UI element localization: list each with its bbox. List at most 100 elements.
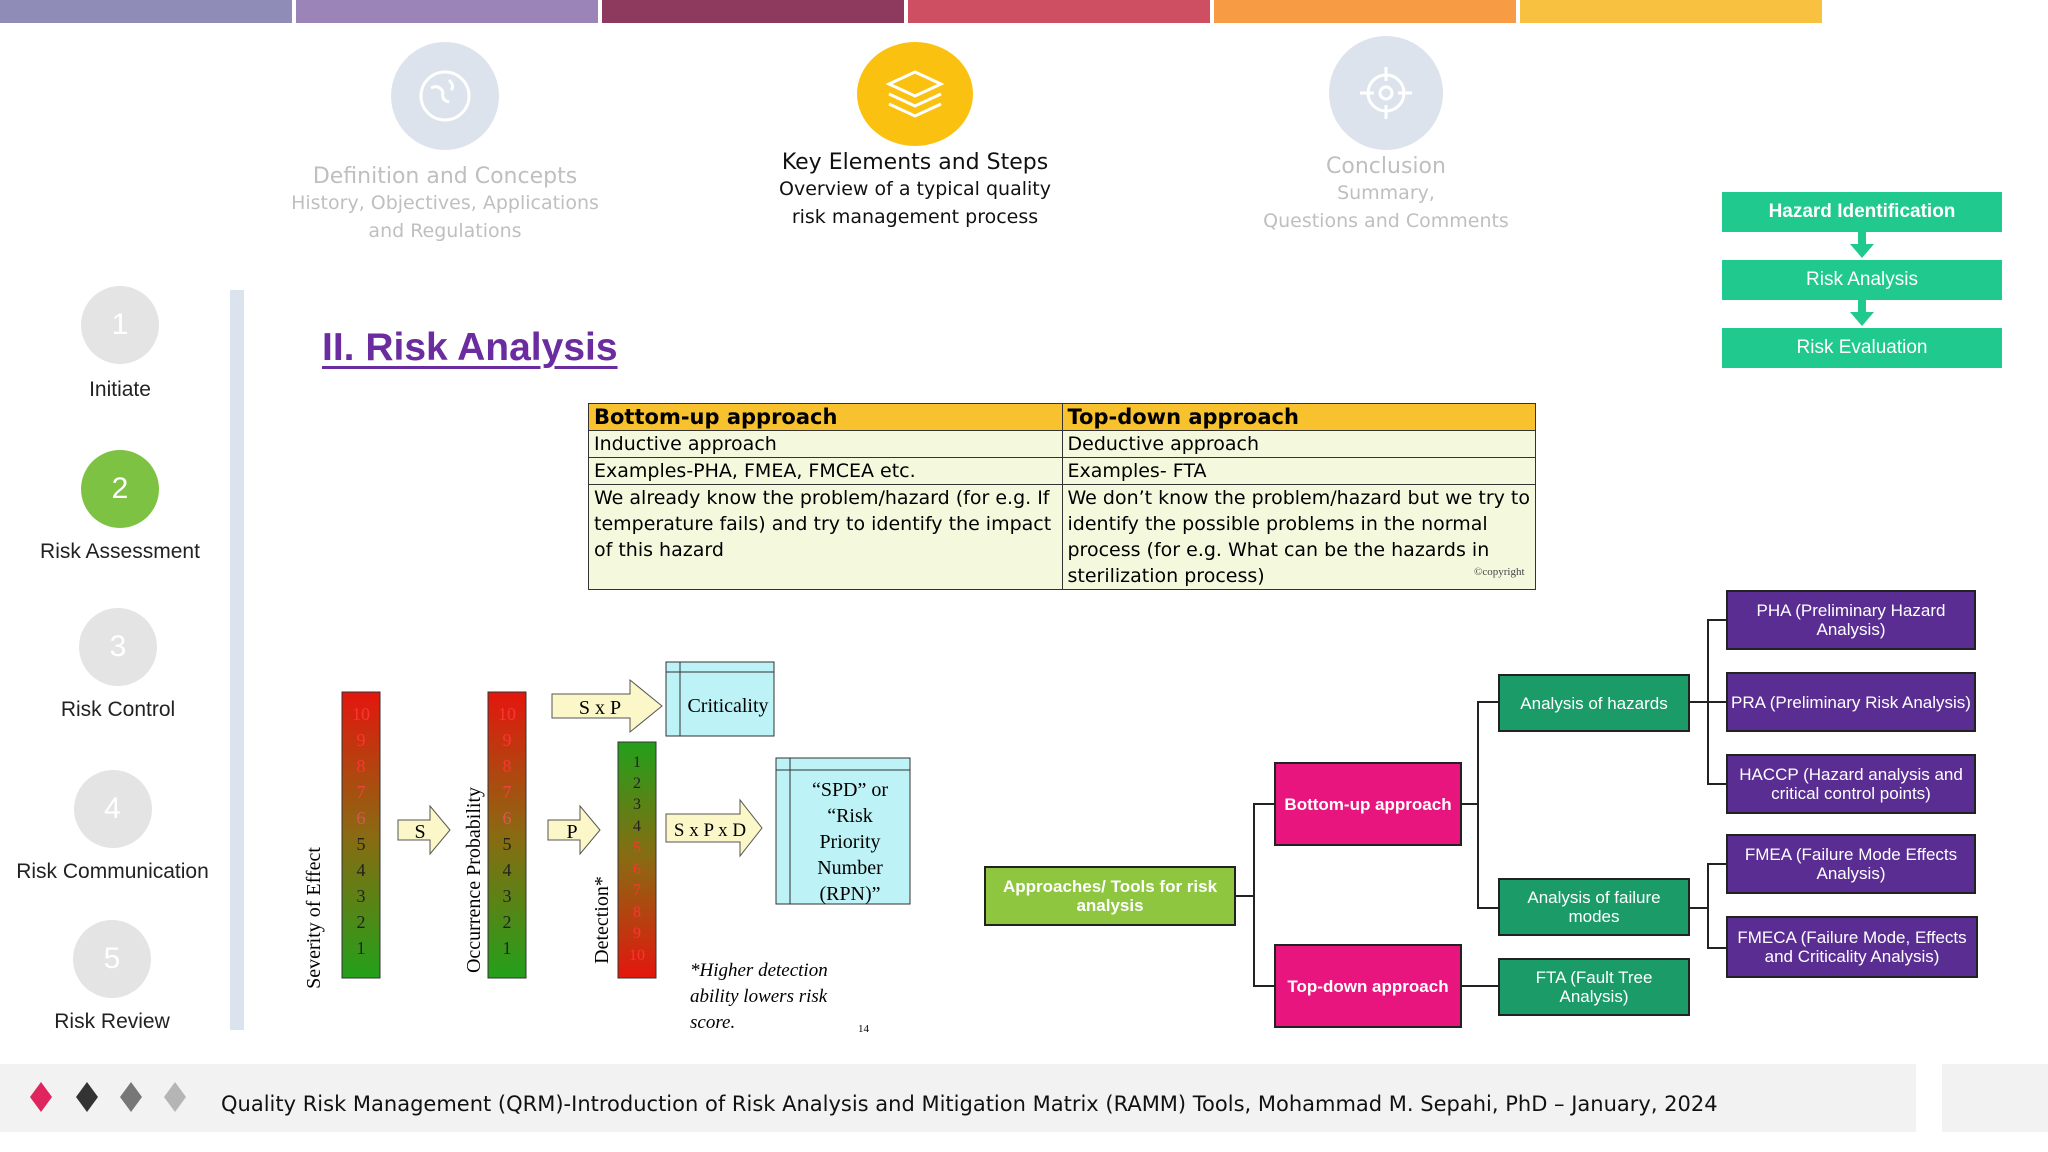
stage-conclusion[interactable]: Conclusion Summary, Questions and Commen… [1216,36,1556,235]
detection-note: *Higher detection ability lowers risk sc… [690,960,828,1033]
pra-node: PRA (Preliminary Risk Analysis) [1726,672,1976,732]
red-diamond-icon [30,1082,52,1112]
approach-comparison-table: Bottom-up approach Top-down approach Ind… [588,403,1536,590]
severity-scale-bar [341,691,381,979]
nav-step-risk-review[interactable]: 5 Risk Review [32,920,192,1034]
color-segment [1520,0,1822,23]
table-header-row: Bottom-up approach Top-down approach [588,403,1536,431]
color-segment [908,0,1210,23]
table-cell: Examples-PHA, FMEA, FMCEA etc. [588,457,1063,485]
scale-tick: 8 [357,756,366,776]
table-cell: Examples- FTA [1061,457,1536,485]
scale-tick: 2 [357,912,366,932]
nav-step-risk-communication[interactable]: 4 Risk Communication [10,770,215,884]
tree-root-node: Approaches/ Tools for risk analysis [984,866,1236,926]
scale-tick: 8 [503,756,512,776]
stage-subtitle: History, Objectives, Applications [291,192,599,214]
scale-tick: 1 [357,938,366,958]
scale-tick: 9 [503,730,512,750]
nav-divider [230,290,244,1030]
analysis-hazards-node: Analysis of hazards [1498,674,1690,732]
rpn-line: Number [817,857,883,879]
scale-tick: 10 [629,947,645,964]
table-cell: We already know the problem/hazard (for … [588,484,1063,590]
stage-definition[interactable]: Definition and Concepts History, Objecti… [275,42,615,245]
footer-citation: Quality Risk Management (QRM)-Introducti… [221,1092,1718,1116]
nav-step-risk-assessment[interactable]: 2 Risk Assessment [20,450,220,564]
step-label: Risk Review [54,1010,170,1033]
flow-risk-analysis: Risk Analysis [1722,260,2002,300]
p-arrow-label: P [566,821,577,843]
fmeca-node: FMECA (Failure Mode, Effects and Critica… [1726,916,1978,978]
flow-arrow-icon [1850,232,1874,258]
scale-tick: 1 [633,754,641,771]
tree-connectors [1236,619,1726,987]
table-cell: Inductive approach [588,430,1063,458]
scale-tick: 4 [357,860,366,880]
footer-right-block [1942,1064,2048,1132]
scale-tick: 5 [357,834,366,854]
scale-tick: 3 [633,796,641,813]
stage-subtitle: Overview of a typical quality [779,178,1051,200]
top-down-node: Top-down approach [1274,944,1462,1028]
step-label: Risk Communication [16,860,209,883]
color-segment [296,0,598,23]
rpn-line: “Risk [827,805,873,827]
scale-tick: 6 [503,808,512,828]
sxp-arrow-label: S x P [579,697,621,719]
criticality-box [665,661,775,737]
p-arrow [547,804,601,856]
gray-diamond-icon [120,1082,142,1112]
page-number: 14 [858,1023,870,1035]
scale-tick: 10 [498,704,516,724]
scale-tick: 9 [633,925,641,942]
fta-node: FTA (Fault Tree Analysis) [1498,958,1690,1016]
bottom-up-node: Bottom-up approach [1274,762,1462,846]
scale-tick: 6 [357,808,366,828]
table-cell: We don’t know the problem/hazard but we … [1061,484,1536,590]
footer-bar [0,1064,1916,1132]
sxp-arrow [551,678,663,734]
severity-scale: 10 9 8 7 6 5 4 3 2 1 [352,704,370,958]
stage-key-elements[interactable]: Key Elements and Steps Overview of a typ… [745,42,1085,231]
rpn-diagram: Severity of Effect 10 9 8 7 6 5 4 3 2 1 … [303,661,911,1035]
stage-subtitle: Questions and Comments [1263,210,1509,232]
nav-step-initiate[interactable]: 1 Initiate [40,286,200,402]
stage-subtitle: and Regulations [368,220,522,242]
top-color-bar [0,0,1826,23]
scale-tick: 5 [633,839,641,856]
scale-tick: 10 [352,704,370,724]
note-line: *Higher detection [690,960,828,981]
note-line: score. [690,1012,735,1033]
stage-title: Key Elements and Steps [781,150,1049,175]
table-header-cell: Bottom-up approach [588,403,1063,431]
scale-tick: 3 [503,886,512,906]
scale-tick: 2 [503,912,512,932]
occurrence-axis-label: Occurrence Probability [463,787,485,973]
nav-step-risk-control[interactable]: 3 Risk Control [38,608,198,722]
fmea-node: FMEA (Failure Mode Effects Analysis) [1726,834,1976,894]
step-number: 4 [73,770,152,848]
layers-icon [857,42,973,146]
criticality-label: Criticality [687,695,768,717]
scale-tick: 7 [503,782,512,802]
step-number: 2 [81,450,159,528]
scale-tick: 5 [503,834,512,854]
s-arrow-label: S [414,821,425,843]
step-label: Risk Control [60,698,176,721]
analysis-failure-node: Analysis of failure modes [1498,878,1690,936]
rpn-line: (RPN)” [819,883,880,905]
color-segment [602,0,904,23]
page-title: II. Risk Analysis [322,326,618,369]
rpn-line: Priority [819,831,880,853]
step-number: 5 [73,920,151,998]
stage-subtitle: risk management process [791,206,1039,228]
scale-tick: 4 [633,818,641,835]
rpn-box [775,757,911,905]
flow-risk-evaluation: Risk Evaluation [1722,328,2002,368]
s-arrow [397,804,451,856]
stage-subtitle: Summary, [1337,182,1435,204]
table-header-cell: Top-down approach [1061,403,1536,431]
scale-tick: 8 [633,904,641,921]
flow-hazard-identification: Hazard Identification [1722,192,2002,232]
